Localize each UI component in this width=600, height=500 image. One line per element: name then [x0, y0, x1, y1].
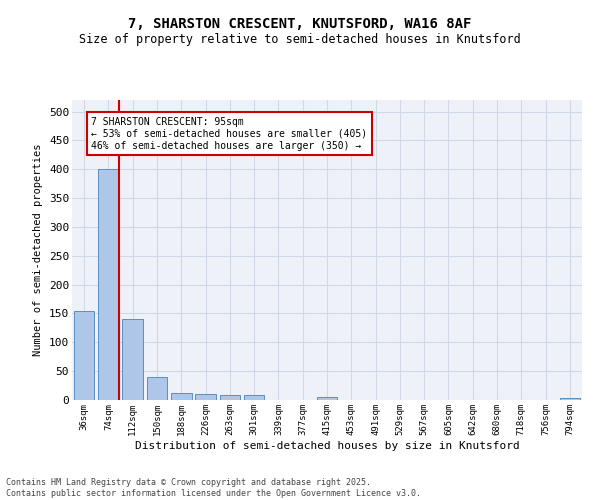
Text: Size of property relative to semi-detached houses in Knutsford: Size of property relative to semi-detach…	[79, 32, 521, 46]
Bar	[122, 319, 143, 400]
Bar	[244, 396, 265, 400]
Bar	[74, 310, 94, 400]
Text: 7, SHARSTON CRESCENT, KNUTSFORD, WA16 8AF: 7, SHARSTON CRESCENT, KNUTSFORD, WA16 8A…	[128, 18, 472, 32]
Y-axis label: Number of semi-detached properties: Number of semi-detached properties	[34, 144, 43, 356]
Bar	[98, 169, 119, 400]
Bar	[220, 396, 240, 400]
Bar	[146, 377, 167, 400]
Bar	[171, 393, 191, 400]
Bar	[317, 396, 337, 400]
Text: 7 SHARSTON CRESCENT: 95sqm
← 53% of semi-detached houses are smaller (405)
46% o: 7 SHARSTON CRESCENT: 95sqm ← 53% of semi…	[91, 118, 368, 150]
Bar	[560, 398, 580, 400]
Text: Contains HM Land Registry data © Crown copyright and database right 2025.
Contai: Contains HM Land Registry data © Crown c…	[6, 478, 421, 498]
X-axis label: Distribution of semi-detached houses by size in Knutsford: Distribution of semi-detached houses by …	[134, 440, 520, 450]
Bar	[195, 394, 216, 400]
